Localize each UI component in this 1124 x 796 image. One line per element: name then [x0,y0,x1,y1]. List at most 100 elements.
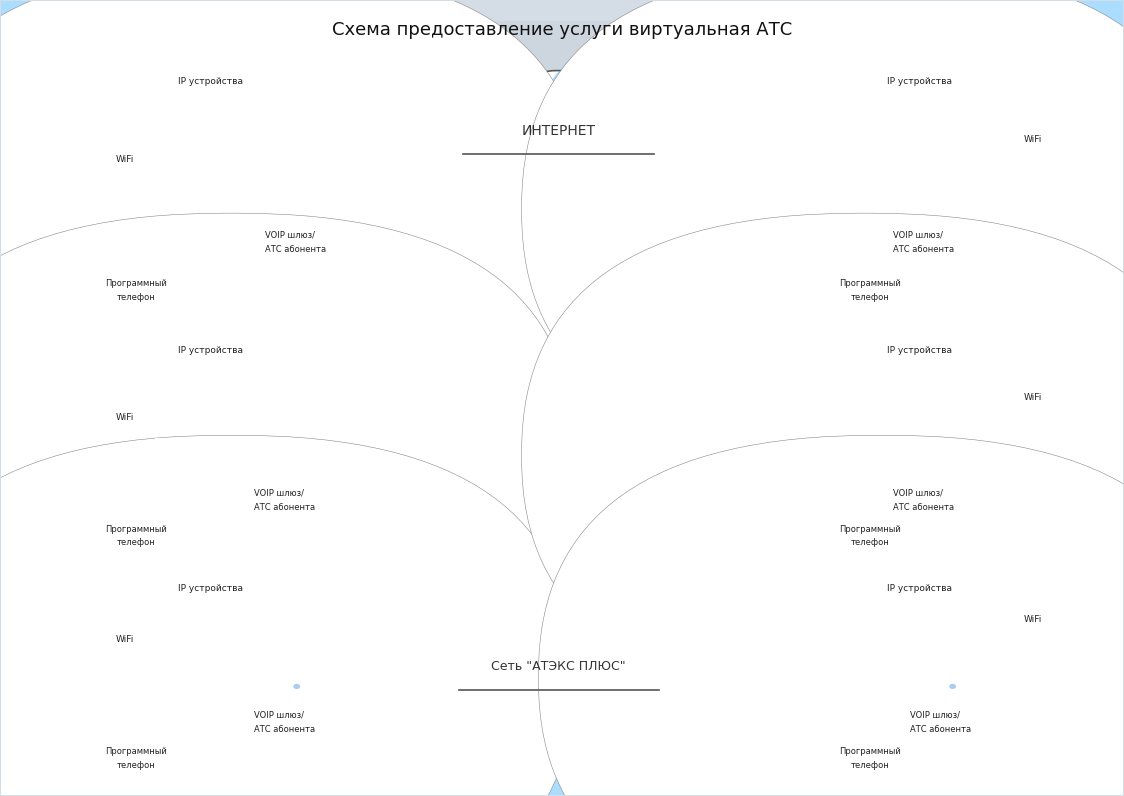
FancyBboxPatch shape [149,676,201,706]
Text: телефон: телефон [117,292,155,302]
Polygon shape [297,590,314,605]
Circle shape [840,498,845,502]
FancyBboxPatch shape [842,209,898,238]
Ellipse shape [556,625,655,687]
FancyBboxPatch shape [0,213,574,697]
Ellipse shape [221,359,266,373]
Text: IP устройства: IP устройства [887,346,952,356]
Text: абонента: абонента [865,200,908,209]
FancyBboxPatch shape [474,373,535,394]
FancyBboxPatch shape [474,350,535,372]
FancyBboxPatch shape [0,435,574,796]
Text: WiFi: WiFi [1024,615,1042,624]
Polygon shape [1058,721,1075,736]
Text: Офис 5, Кострома: Офис 5, Кострома [803,71,934,84]
FancyBboxPatch shape [814,234,870,252]
Circle shape [840,416,934,483]
Polygon shape [1058,499,1075,513]
Circle shape [852,240,858,244]
FancyBboxPatch shape [170,211,203,224]
FancyBboxPatch shape [0,222,499,717]
FancyBboxPatch shape [791,457,825,470]
FancyBboxPatch shape [75,423,107,461]
FancyBboxPatch shape [846,713,895,720]
Circle shape [518,326,534,337]
Circle shape [117,638,211,705]
Circle shape [931,461,944,470]
Circle shape [225,240,229,244]
Text: Офис 4, Москва: Офис 4, Москва [52,71,166,84]
Polygon shape [65,499,83,513]
FancyBboxPatch shape [513,0,1124,471]
FancyBboxPatch shape [522,213,1124,697]
FancyBboxPatch shape [20,558,346,781]
Circle shape [840,158,934,225]
Text: Программный: Программный [105,279,166,288]
FancyBboxPatch shape [474,456,535,472]
Ellipse shape [116,187,235,208]
Ellipse shape [935,92,971,102]
Polygon shape [452,139,665,154]
FancyBboxPatch shape [137,349,193,381]
FancyBboxPatch shape [175,714,232,732]
Circle shape [292,683,306,693]
Text: абонента: абонента [143,457,185,466]
FancyBboxPatch shape [519,6,1124,484]
FancyBboxPatch shape [161,208,212,238]
FancyBboxPatch shape [465,316,544,425]
Circle shape [833,412,941,488]
Text: WiFi: WiFi [116,413,134,422]
Ellipse shape [105,667,224,688]
Text: VOIP шлюз/: VOIP шлюз/ [892,231,943,240]
Ellipse shape [935,599,971,609]
Polygon shape [297,352,314,367]
Circle shape [301,343,307,347]
FancyBboxPatch shape [187,234,243,252]
FancyBboxPatch shape [20,320,346,559]
FancyBboxPatch shape [147,352,183,366]
Text: АТС абонента: АТС абонента [254,503,315,512]
FancyBboxPatch shape [842,677,898,706]
Circle shape [301,74,307,77]
Circle shape [301,581,307,585]
Circle shape [110,634,218,710]
Circle shape [125,644,202,699]
Polygon shape [930,471,946,486]
Circle shape [1014,342,1027,352]
Circle shape [844,720,850,724]
FancyBboxPatch shape [856,590,894,603]
Text: ИНТЕРНЕТ: ИНТЕРНЕТ [522,124,596,138]
Text: IP устройства: IP устройства [887,76,952,86]
Circle shape [110,412,218,488]
FancyBboxPatch shape [799,676,851,706]
Text: АТС абонента: АТС абонента [892,245,954,254]
FancyBboxPatch shape [842,455,898,484]
Text: IP устройства: IP устройства [178,346,243,356]
Polygon shape [1012,590,1028,605]
Circle shape [865,644,943,699]
Circle shape [1016,74,1022,77]
Ellipse shape [464,651,653,702]
Circle shape [869,720,874,724]
Circle shape [201,720,206,724]
FancyBboxPatch shape [474,328,535,349]
Text: Офис 6, Иваново: Офис 6, Иваново [803,341,924,354]
Polygon shape [930,225,946,240]
Text: комплекс: комплекс [532,298,587,309]
Ellipse shape [931,359,976,373]
Circle shape [189,720,193,724]
FancyBboxPatch shape [791,211,825,224]
Ellipse shape [443,111,528,162]
Polygon shape [65,721,83,736]
Circle shape [1016,343,1022,347]
Text: общего: общего [656,438,695,448]
FancyBboxPatch shape [0,0,586,451]
Polygon shape [448,673,669,689]
Polygon shape [65,241,83,256]
FancyBboxPatch shape [0,6,492,484]
FancyBboxPatch shape [465,444,544,534]
FancyBboxPatch shape [831,714,887,732]
Circle shape [933,462,939,466]
FancyBboxPatch shape [855,681,907,703]
Polygon shape [447,674,671,689]
